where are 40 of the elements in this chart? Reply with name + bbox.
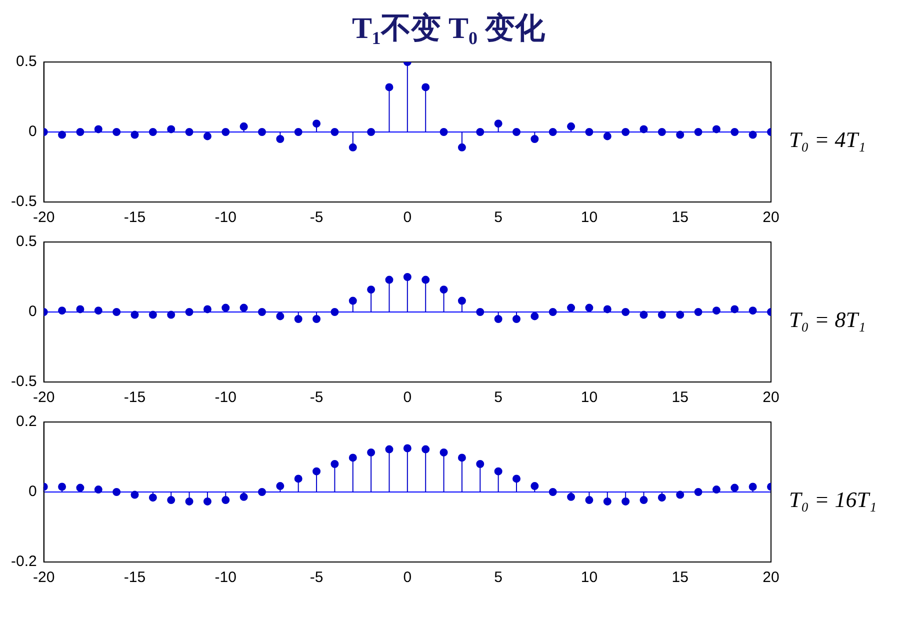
x-tick-label: 0 — [403, 209, 412, 226]
text: T₀ = 16T₁ — [789, 487, 877, 513]
y-tick-label: 0 — [28, 483, 37, 500]
x-tick-label: -20 — [33, 389, 55, 406]
x-tick-label: 20 — [762, 389, 780, 406]
x-tick-label: 5 — [494, 389, 502, 406]
x-tick-label: -10 — [214, 389, 236, 406]
x-tick-label: 15 — [672, 389, 688, 406]
y-tick-label: 0.2 — [16, 413, 37, 430]
x-tick-label: -10 — [214, 209, 236, 226]
x-tick-label: 15 — [672, 569, 688, 586]
x-tick-label: 5 — [494, 569, 502, 586]
y-tick-label: 0.5 — [16, 53, 37, 70]
y-tick-label: -0.5 — [10, 193, 37, 210]
x-tick-label: -10 — [214, 569, 236, 586]
x-tick-label: -5 — [310, 389, 324, 406]
x-tick-label: 15 — [672, 209, 688, 226]
x-tick-label: -15 — [124, 569, 146, 586]
x-tick-label: 20 — [762, 569, 780, 586]
x-tick-label: -15 — [124, 209, 146, 226]
x-tick-label: 5 — [494, 209, 502, 226]
y-tick-label: 0 — [28, 123, 37, 140]
x-tick-label: 10 — [580, 209, 598, 226]
x-tick-label: -20 — [33, 209, 55, 226]
x-tick-label: 20 — [762, 209, 780, 226]
x-tick-label: -15 — [124, 389, 146, 406]
chart-title: T₁不变 T₀ 变化 — [350, 11, 546, 47]
x-tick-label: 10 — [580, 569, 598, 586]
text: T₀ = 8T₁ — [789, 307, 866, 333]
y-tick-label: -0.2 — [10, 553, 37, 570]
x-tick-label: -5 — [310, 569, 324, 586]
y-tick-label: 0 — [28, 303, 37, 320]
x-tick-label: -5 — [310, 209, 324, 226]
x-tick-label: 0 — [403, 569, 412, 586]
text: T₀ = 4T₁ — [789, 127, 866, 153]
x-tick-label: -20 — [33, 569, 55, 586]
y-tick-label: 0.5 — [16, 233, 37, 250]
x-tick-label: 10 — [580, 389, 598, 406]
x-tick-label: 0 — [403, 389, 412, 406]
y-tick-label: -0.5 — [10, 373, 37, 390]
